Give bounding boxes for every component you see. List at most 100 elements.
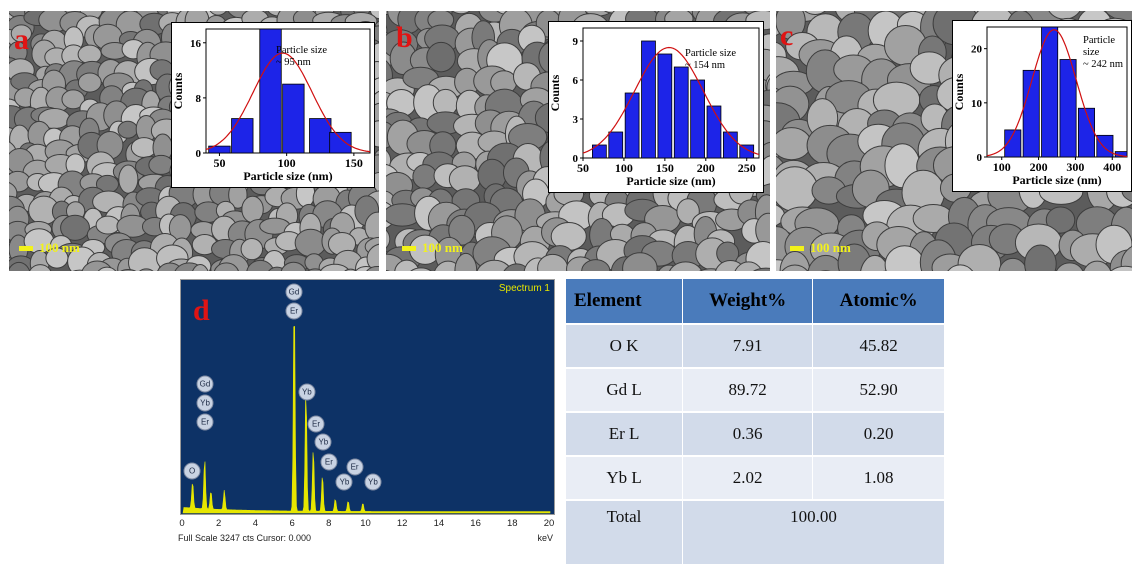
particle-size-note-line2: ~ 95 nm: [276, 57, 327, 69]
x-tick-label: 6: [289, 518, 294, 529]
scale-bar-label: 100 nm: [39, 240, 80, 256]
y-tick-label: 9: [573, 36, 579, 48]
x-tick-label: 10: [360, 518, 371, 529]
weight-cell: 2.02: [683, 457, 813, 501]
scale-bar-b: 100 nm: [402, 240, 463, 256]
scale-bar-a: 100 nm: [19, 240, 80, 256]
x-tick-label: 50: [213, 156, 225, 170]
scale-bar-label: 100 nm: [422, 240, 463, 256]
x-tick-label: 250: [738, 161, 756, 175]
x-tick-label: 2: [216, 518, 221, 529]
scale-bar-line: [402, 246, 416, 251]
scale-bar-line: [19, 246, 33, 251]
x-tick-label: 14: [434, 518, 445, 529]
x-tick-label: 100: [278, 156, 296, 170]
x-tick-label: 18: [507, 518, 518, 529]
total-value-cell: 100.00: [683, 501, 945, 566]
total-label-cell: Total: [566, 501, 683, 566]
panel-letter-a: a: [14, 25, 29, 55]
x-tick-label: 150: [656, 161, 674, 175]
particle-size-note-line1: Particle size: [276, 45, 327, 57]
column-header-atomic: Atomic%: [813, 279, 945, 325]
panel-letter-b: b: [396, 23, 413, 53]
y-tick-label: 0: [977, 152, 983, 164]
atomic-cell: 45.82: [813, 325, 945, 369]
histogram-bar: [1042, 27, 1058, 157]
x-tick-label: 12: [397, 518, 408, 529]
histogram-bar: [283, 84, 305, 153]
y-tick-label: 3: [573, 114, 579, 126]
x-tick-label: 300: [1066, 160, 1084, 174]
table-header-row: Element Weight% Atomic%: [566, 279, 945, 325]
y-tick-label: 6: [573, 75, 579, 87]
x-axis-label: Particle size (nm): [243, 169, 332, 183]
scale-bar-c: 100 nm: [790, 240, 851, 256]
particle-size-note-a: Particle size ~ 95 nm: [276, 45, 327, 69]
atomic-cell: 52.90: [813, 369, 945, 413]
histogram-bar: [625, 93, 639, 158]
atomic-cell: 0.20: [813, 413, 945, 457]
x-axis-label: Particle size (nm): [1012, 173, 1101, 187]
x-tick-label: 4: [253, 518, 258, 529]
weight-cell: 0.36: [683, 413, 813, 457]
particle-size-note-line2: ~ 242 nm: [1083, 59, 1131, 71]
y-tick-label: 10: [971, 98, 983, 110]
histogram-inset-b: 50 100 150 200 250 0 3 6 9 Particle size (nm) Coun…: [548, 21, 764, 193]
scale-bar-label: 100 nm: [810, 240, 851, 256]
y-tick-label: 0: [573, 153, 579, 165]
y-tick-label: 8: [196, 93, 202, 105]
histogram-bar: [1078, 108, 1094, 157]
x-axis-label: Particle size (nm): [626, 174, 715, 188]
x-tick-label: 100: [993, 160, 1011, 174]
panel-letter-c: c: [780, 21, 793, 51]
y-axis-label: Counts: [952, 73, 966, 110]
composition-table: Element Weight% Atomic% O K 7.91 45.82 G…: [566, 279, 945, 566]
eds-footer: Full Scale 3247 cts Cursor: 0.000: [178, 533, 311, 543]
weight-cell: 89.72: [683, 369, 813, 413]
element-cell: Er L: [566, 413, 683, 457]
histogram-bar: [1097, 135, 1113, 157]
table-row: Yb L 2.02 1.08: [566, 457, 945, 501]
particle-size-note-c: Particle size ~ 242 nm: [1083, 35, 1131, 71]
histogram-bar: [609, 132, 623, 158]
x-tick-label: 16: [470, 518, 481, 529]
histogram-a: 50 100 150 0 8 16 Particle size (nm) Counts: [172, 23, 374, 187]
sem-panel-a: a 100 nm 50 100 150 0 8 16 Particle size (nm) C…: [9, 11, 379, 271]
y-tick-label: 16: [190, 38, 202, 50]
y-axis-label: Counts: [171, 72, 185, 109]
column-header-element: Element: [566, 279, 683, 325]
particle-size-note-line2: ~ 154 nm: [685, 60, 736, 72]
x-tick-label: 20: [544, 518, 555, 529]
histogram-bar: [310, 119, 332, 153]
eds-x-axis: 0 2 4 6 8 10 12 14 16 18 20: [176, 279, 555, 544]
table-row: O K 7.91 45.82: [566, 325, 945, 369]
x-tick-label: 0: [179, 518, 184, 529]
x-tick-label: 200: [1030, 160, 1048, 174]
x-tick-label: 150: [345, 156, 363, 170]
histogram-bar: [674, 67, 688, 158]
x-tick-label: 400: [1103, 160, 1121, 174]
histogram-inset-a: 50 100 150 0 8 16 Particle size (nm) Counts Par…: [171, 22, 375, 188]
particle-size-note-line1: Particle size: [1083, 35, 1131, 59]
sem-panel-b: b 100 nm 50 100 150 200 250 0 3 6 9 Particle size…: [386, 11, 770, 271]
scale-bar-line: [790, 246, 804, 251]
x-tick-label: 8: [326, 518, 331, 529]
particle-size-note-line1: Particle size: [685, 48, 736, 60]
histogram-bar: [232, 119, 254, 153]
y-axis-label: Counts: [548, 74, 562, 111]
y-tick-label: 0: [196, 148, 202, 160]
x-tick-label: 200: [697, 161, 715, 175]
element-cell: Yb L: [566, 457, 683, 501]
x-tick-label: 100: [615, 161, 633, 175]
particle-size-note-b: Particle size ~ 154 nm: [685, 48, 736, 72]
atomic-cell: 1.08: [813, 457, 945, 501]
x-tick-label: 50: [577, 161, 589, 175]
histogram-bar: [330, 132, 352, 153]
histogram-bar: [1060, 60, 1076, 158]
eds-unit-label: keV: [537, 533, 553, 543]
histogram-bar: [707, 106, 721, 158]
weight-cell: 7.91: [683, 325, 813, 369]
